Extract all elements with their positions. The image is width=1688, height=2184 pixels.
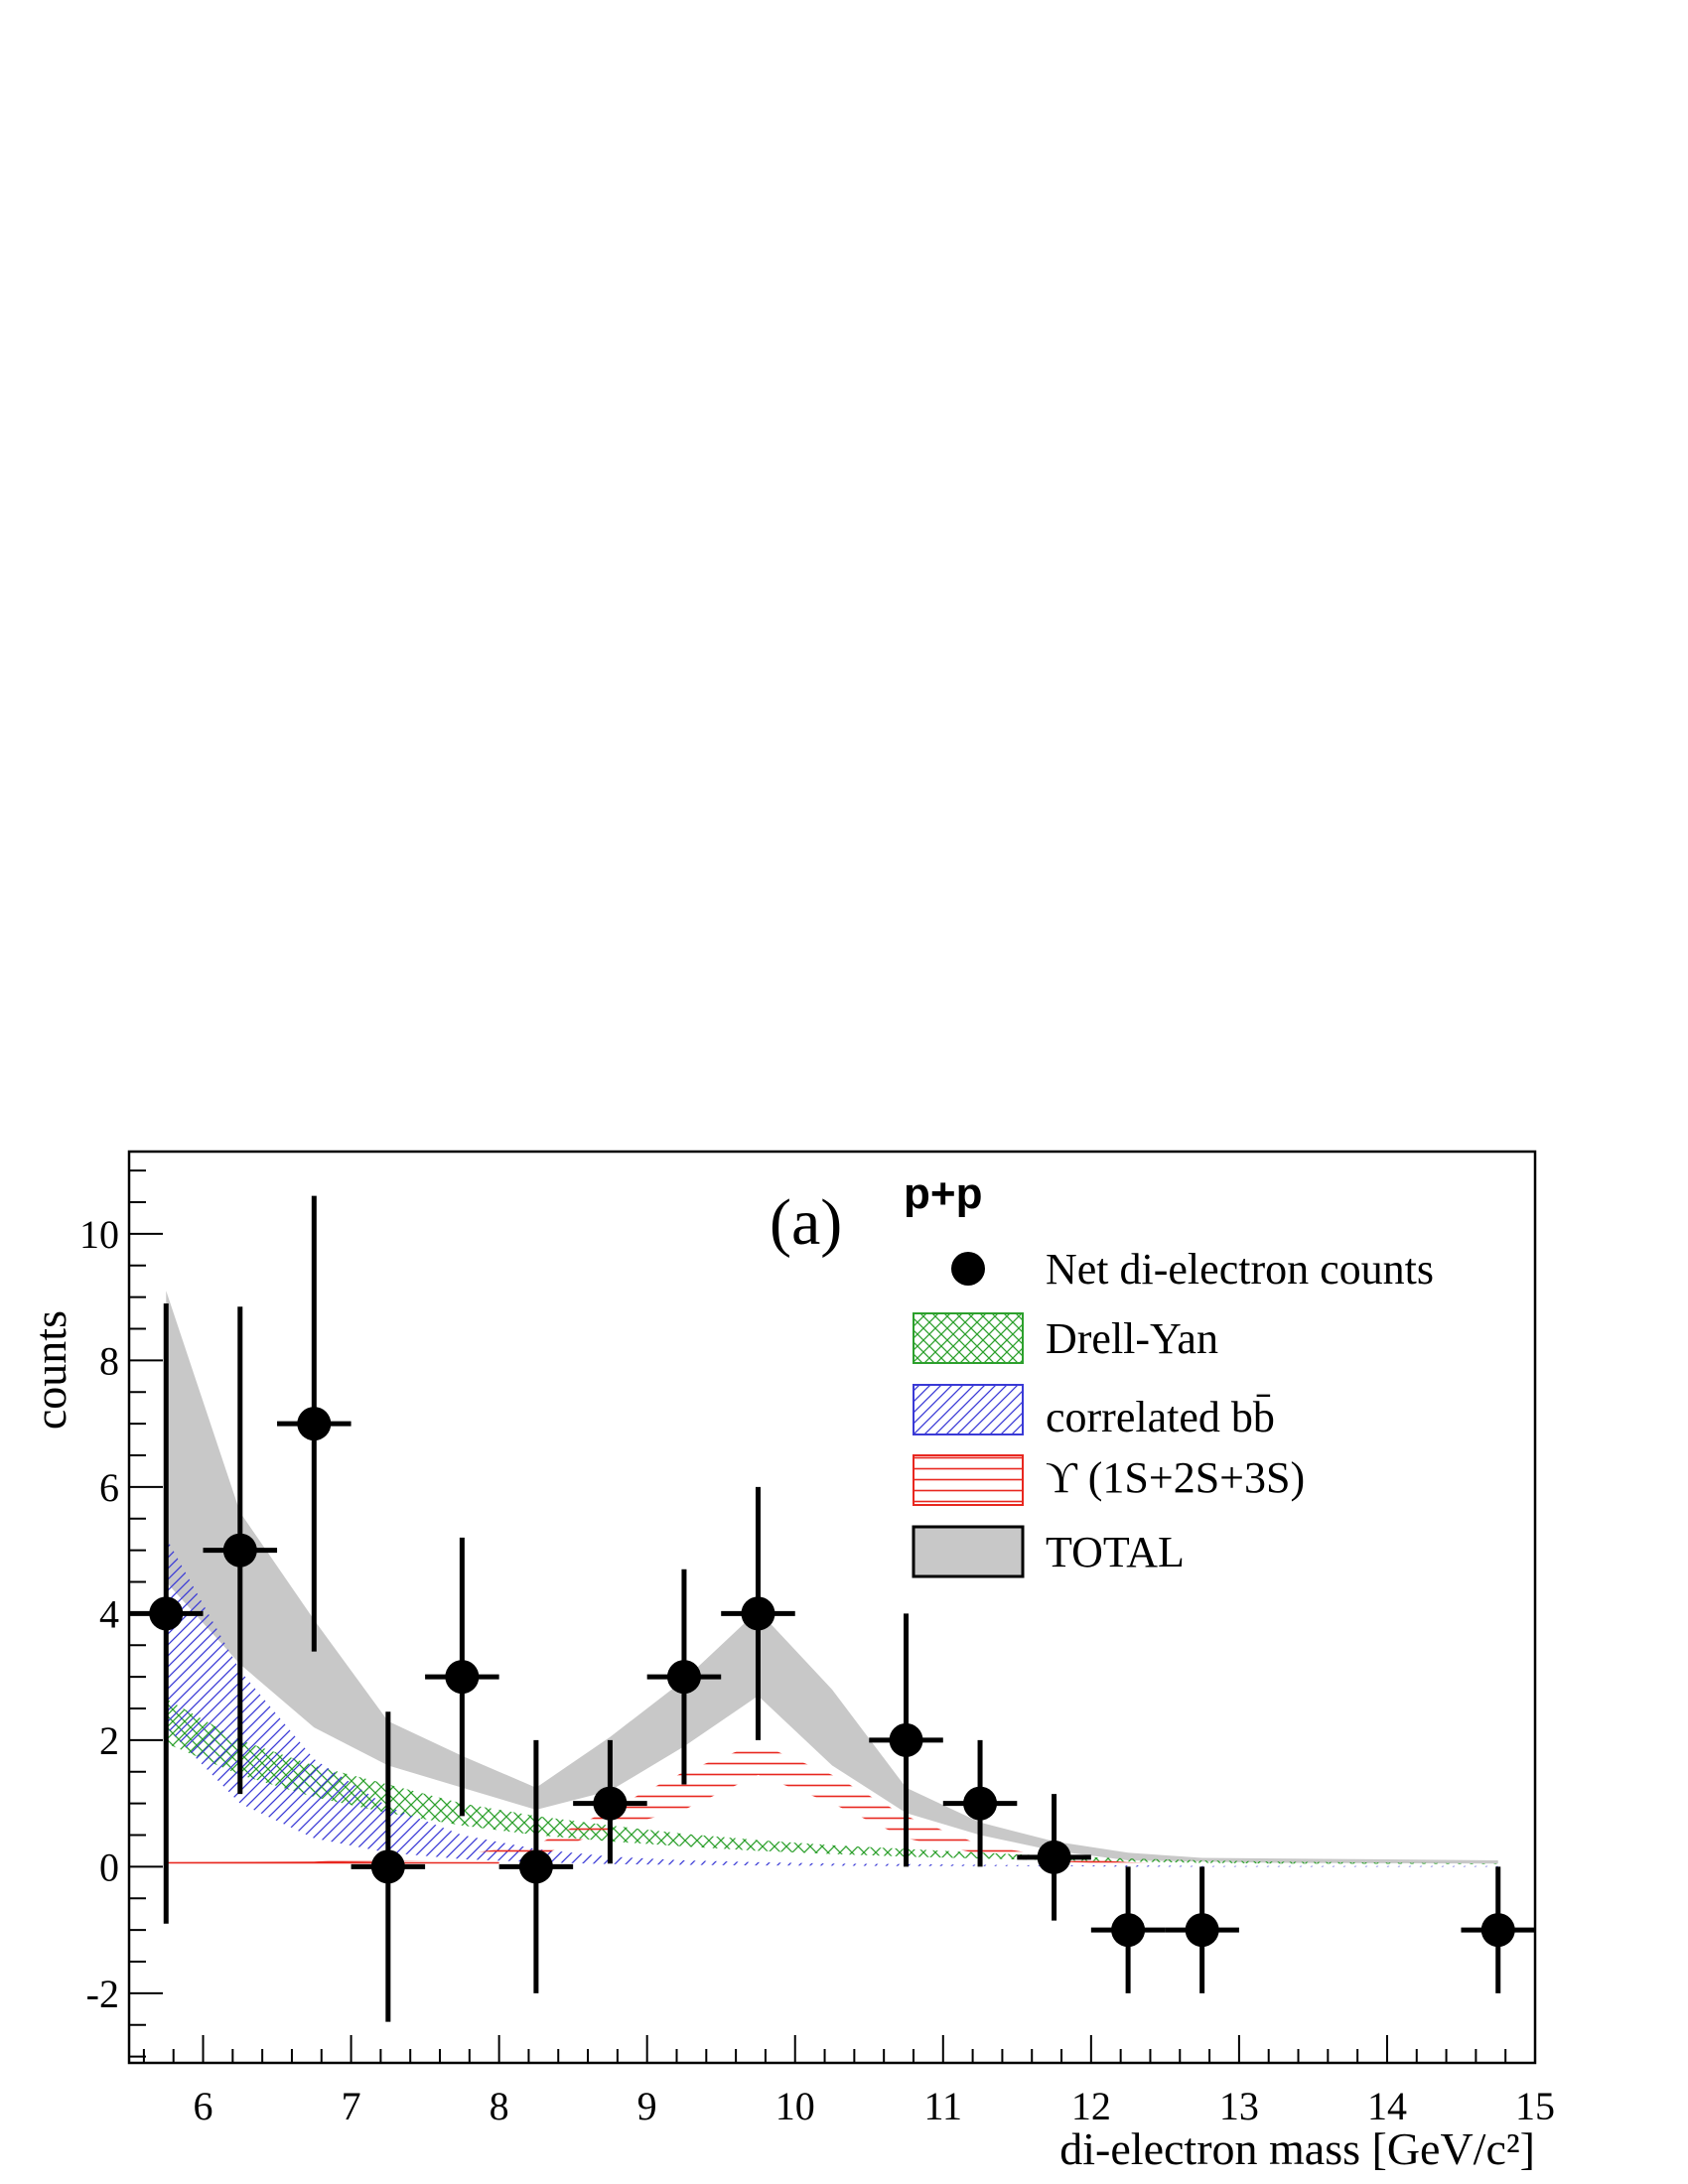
x-tick-label: 13 xyxy=(1219,2084,1259,2128)
legend: Net di-electron counts Drell-Yan correla… xyxy=(912,1245,1434,1578)
data-point xyxy=(1461,1866,1535,1993)
legend-swatch-bbbar xyxy=(913,1384,1024,1435)
x-tick-label: 7 xyxy=(342,2084,361,2128)
system-label: p+p xyxy=(904,1169,982,1218)
data-marker xyxy=(741,1596,775,1631)
x-tick-label: 11 xyxy=(924,2084,963,2128)
data-point xyxy=(129,1303,204,1924)
data-point xyxy=(1090,1866,1166,1993)
data-marker xyxy=(518,1849,553,1884)
x-tick-label: 12 xyxy=(1071,2084,1111,2128)
ticks-layer: 6 7 8 9 10 11 12 13 14 15 -2 0 2 4 6 8 10 xyxy=(79,1169,1555,2128)
band-total xyxy=(166,1291,1498,1864)
legend-label-drell-yan: Drell-Yan xyxy=(1046,1314,1218,1363)
y-tick-label: 4 xyxy=(99,1591,119,1636)
x-axis-title: di-electron mass [GeV/c²] xyxy=(1059,2123,1535,2174)
y-tick-label: 0 xyxy=(99,1844,119,1889)
data-marker xyxy=(1111,1913,1146,1948)
data-point xyxy=(1017,1794,1091,1921)
data-point xyxy=(942,1739,1018,1867)
y-axis-title: counts xyxy=(25,1310,75,1430)
x-tick-label: 6 xyxy=(194,2084,213,2128)
data-marker xyxy=(1185,1913,1219,1948)
plot-frame xyxy=(127,1150,1537,2065)
data-point xyxy=(277,1195,352,1652)
data-marker xyxy=(1037,1840,1071,1874)
data-marker xyxy=(222,1533,257,1568)
data-marker xyxy=(963,1786,998,1821)
bands-layer xyxy=(166,1291,1498,1867)
data-point xyxy=(498,1739,574,1993)
x-tick-label: 15 xyxy=(1515,2084,1555,2128)
y-tick-label: 2 xyxy=(99,1718,119,1763)
data-marker xyxy=(445,1660,480,1695)
legend-swatch-drell-yan xyxy=(913,1312,1024,1364)
data-point xyxy=(573,1739,647,1864)
legend-label-upsilon: ϒ (1S+2S+3S) xyxy=(1046,1453,1305,1502)
legend-label-data: Net di-electron counts xyxy=(1046,1245,1434,1294)
data-point xyxy=(646,1569,722,1785)
data-points-layer xyxy=(129,1195,1535,2022)
x-tick-label: 9 xyxy=(637,2084,657,2128)
x-tick-label: 14 xyxy=(1367,2084,1407,2128)
data-marker xyxy=(1480,1913,1515,1948)
y-tick-label: 6 xyxy=(99,1465,119,1510)
data-marker xyxy=(593,1786,628,1821)
legend-label-bbbar: correlated bb̄ xyxy=(1046,1393,1275,1441)
data-point xyxy=(1165,1866,1239,1993)
x-tick-label: 8 xyxy=(490,2084,509,2128)
y-tick-label: 10 xyxy=(79,1212,119,1257)
legend-swatch-total xyxy=(912,1525,1025,1578)
data-marker xyxy=(370,1849,405,1884)
data-point xyxy=(869,1613,943,1867)
data-point xyxy=(203,1306,278,1795)
data-marker xyxy=(149,1596,184,1631)
y-tick-label: -2 xyxy=(86,1972,119,2016)
band-drell-yan xyxy=(166,1699,1498,1864)
data-marker xyxy=(889,1722,923,1757)
data-point xyxy=(425,1537,499,1817)
data-point xyxy=(721,1486,795,1740)
y-tick-label: 8 xyxy=(99,1338,119,1383)
data-marker xyxy=(666,1660,701,1695)
legend-swatch-upsilon xyxy=(913,1454,1024,1506)
x-tick-label: 10 xyxy=(775,2084,815,2128)
data-marker xyxy=(297,1407,332,1441)
data-point xyxy=(351,1711,426,2022)
panel-label: (a) xyxy=(770,1186,842,1259)
legend-label-total: TOTAL xyxy=(1046,1528,1185,1576)
legend-marker-data xyxy=(951,1252,985,1286)
